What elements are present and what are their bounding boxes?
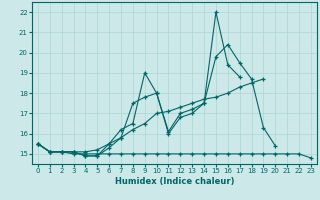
X-axis label: Humidex (Indice chaleur): Humidex (Indice chaleur) xyxy=(115,177,234,186)
